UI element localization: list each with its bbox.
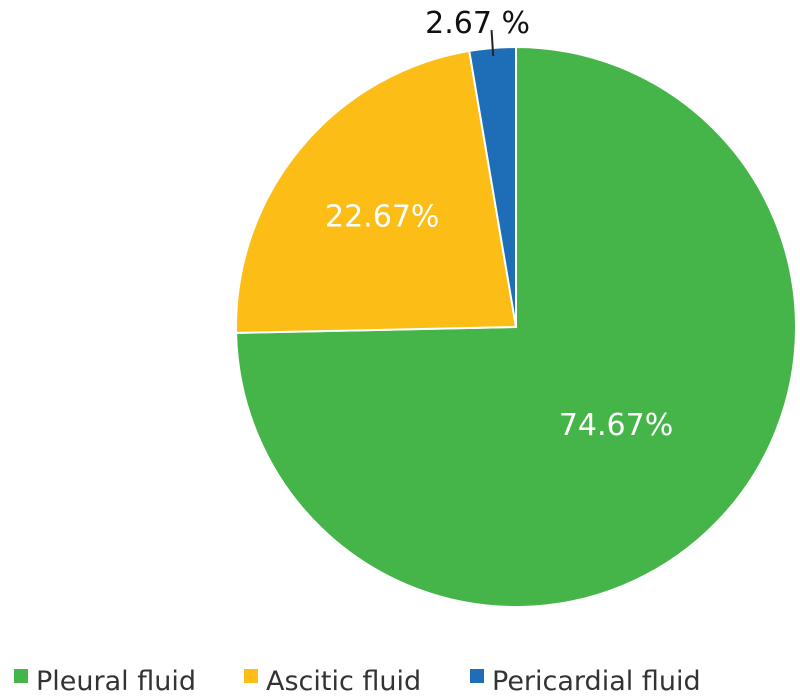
legend-label-pleural-fluid: Pleural fluid [36,666,196,697]
pie-slice-ascitic-fluid [235,49,518,334]
pie-slices [235,45,797,608]
leader-line-pericardial-fluid [490,29,495,57]
legend-swatch-pleural-fluid [14,669,28,683]
legend-label-pericardial-fluid: Pericardial fluid [492,666,701,697]
legend-swatch-pericardial-fluid [470,669,484,683]
slice-label-ascitic-fluid: 22.67% [325,199,439,234]
legend-swatch-ascitic-fluid [244,669,258,683]
slice-label-pleural-fluid: 74.67% [559,408,673,443]
slice-labels: 74.67% 22.67% 2.67 % [325,6,673,443]
legend-label-ascitic-fluid: Ascitic fluid [266,666,421,697]
slice-label-pericardial-fluid: 2.67 % [425,6,530,41]
legend: Pleural fluid Ascitic fluid Pericardial fl… [14,666,701,697]
